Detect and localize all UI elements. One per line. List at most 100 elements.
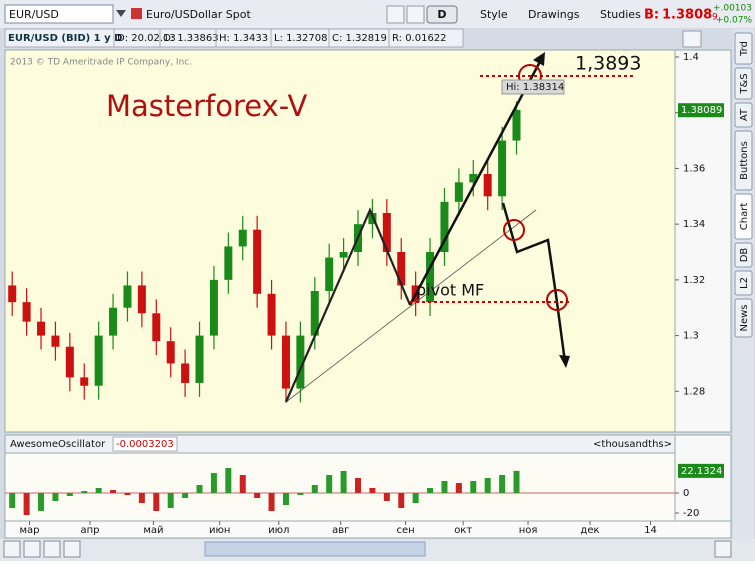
tool-button[interactable] <box>682 30 702 48</box>
sidebar-tab[interactable] <box>734 298 753 338</box>
candle-body <box>80 377 89 386</box>
osc-bar <box>326 475 333 493</box>
x-tick-label: окт <box>454 525 472 536</box>
x-tick-label: мар <box>19 525 39 536</box>
marker-circle <box>503 219 525 241</box>
osc-bar <box>470 481 477 493</box>
button-label[interactable]: Studies <box>600 8 641 21</box>
candle-body <box>22 302 31 322</box>
target-label: 1,3893 <box>575 53 641 75</box>
marker-circle <box>546 289 568 311</box>
y-tick-label: 1.4 <box>683 52 699 63</box>
x-tick-label: авг <box>332 525 349 536</box>
sidebar-tab-label[interactable]: AT <box>739 108 750 121</box>
symbol[interactable]: EUR/USD <box>9 8 59 21</box>
osc-bar <box>182 493 189 498</box>
osc-current: -0.0003203 <box>116 439 174 450</box>
x-tick-label: дек <box>580 525 599 536</box>
sidebar-tab-label[interactable]: Chart <box>739 203 750 231</box>
candle-body <box>267 293 276 336</box>
osc-bar <box>81 491 88 493</box>
arrowhead <box>559 355 570 368</box>
sidebar-tab[interactable] <box>734 102 753 128</box>
candle-body <box>181 363 190 383</box>
candle-body <box>512 109 521 141</box>
price-panel <box>4 49 676 433</box>
y-tick-label: 1.3 <box>683 331 699 342</box>
osc-bar <box>196 485 203 493</box>
pivot-label: pivot MF <box>416 281 484 300</box>
x-tick-label: ноя <box>519 525 538 536</box>
candle-body <box>310 291 319 336</box>
zoom-button[interactable] <box>23 540 41 558</box>
candle-body <box>238 229 247 247</box>
pointer-button[interactable] <box>63 540 81 558</box>
candle-body <box>440 201 449 253</box>
sidebar-tab-label[interactable]: News <box>739 304 750 331</box>
osc-last: 22.1324 <box>681 466 722 477</box>
tool-button[interactable] <box>406 5 425 24</box>
candle-body <box>166 341 175 364</box>
sidebar-tab-label[interactable]: Buttons <box>739 141 750 180</box>
candle-body <box>498 140 507 197</box>
dropdown-icon[interactable] <box>116 10 126 17</box>
sidebar-tab[interactable] <box>734 193 753 240</box>
sidebar-tab-label[interactable]: DB <box>739 248 750 263</box>
osc-bar <box>95 488 102 493</box>
symbol-input[interactable] <box>4 4 114 24</box>
osc-bar <box>9 493 16 508</box>
sidebar-tab-label[interactable]: L2 <box>739 277 750 289</box>
osc-bar <box>282 493 289 505</box>
osc-header <box>4 434 676 454</box>
sidebar-tab[interactable] <box>734 32 753 65</box>
osc-bar <box>297 493 304 495</box>
y-tick-label: 1.36 <box>683 163 705 174</box>
osc-bar <box>427 488 434 493</box>
osc-axis <box>674 434 732 522</box>
tool-button[interactable] <box>386 5 405 24</box>
sidebar-tab[interactable] <box>734 270 753 296</box>
change-pct: +0.07% <box>716 16 753 26</box>
candle-body <box>152 313 161 342</box>
scroll-thumb[interactable] <box>204 541 426 557</box>
candle-body <box>281 335 290 389</box>
osc-bar <box>38 493 45 511</box>
button-label[interactable]: Drawings <box>528 8 580 21</box>
candle-body <box>483 173 492 197</box>
button-label[interactable]: D <box>437 8 446 21</box>
y-tick-label: 1.28 <box>683 386 705 397</box>
sidebar-tab-label[interactable]: T&S <box>739 73 750 94</box>
candle-body <box>454 182 463 202</box>
osc-bar <box>513 470 520 493</box>
sidebar-tab[interactable] <box>734 130 753 191</box>
info-cell: H: 1.3433 <box>219 33 268 44</box>
osc-bar <box>484 478 491 493</box>
zoom-button[interactable] <box>43 540 61 558</box>
osc-bar <box>225 468 232 493</box>
osc-bar <box>110 490 117 493</box>
drawings <box>284 52 635 403</box>
candle-body <box>382 212 391 253</box>
candle-body <box>94 335 103 386</box>
candle-body <box>426 252 435 303</box>
bid-label: B: <box>644 8 659 23</box>
toolbar <box>0 0 755 28</box>
osc-units: <thousandths> <box>593 439 672 450</box>
sidebar-tab-label[interactable]: Trd <box>739 41 750 57</box>
osc-bar <box>23 493 30 515</box>
pause-button[interactable] <box>714 540 732 558</box>
button-label[interactable]: Style <box>480 8 508 21</box>
sidebar-tab[interactable] <box>734 242 753 268</box>
osc-bar <box>340 471 347 493</box>
candle-body <box>224 246 233 280</box>
zoom-button[interactable] <box>3 540 21 558</box>
button[interactable] <box>426 5 458 24</box>
change: +.00103 <box>713 4 752 14</box>
x-tick-label: июл <box>268 525 289 536</box>
osc-bar <box>398 493 405 508</box>
osc-bar <box>268 493 275 511</box>
zigzag <box>284 207 412 403</box>
sidebar-tab[interactable] <box>734 67 753 100</box>
osc-bar <box>412 493 419 503</box>
